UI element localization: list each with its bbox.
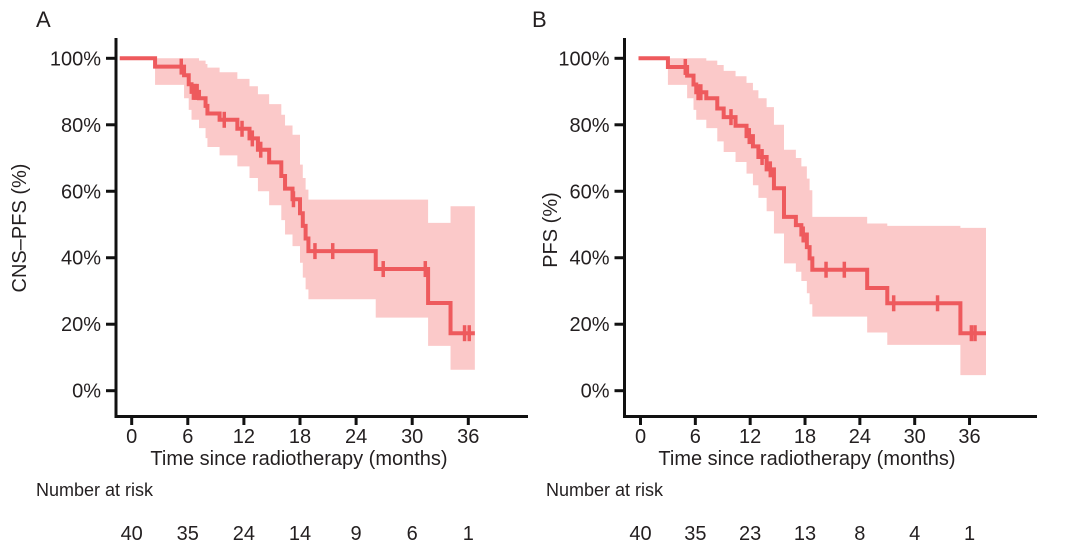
y-tick-label-A-40: 40% bbox=[61, 248, 101, 270]
y-tick-label-B-80: 80% bbox=[569, 115, 609, 137]
x-tick-label-A-18: 18 bbox=[289, 426, 311, 448]
panel-b-y-axis-title: PFS (%) bbox=[540, 192, 562, 268]
x-tick-label-B-24: 24 bbox=[849, 426, 871, 448]
x-tick-label-A-24: 24 bbox=[345, 426, 367, 448]
y-tick-label-A-20: 20% bbox=[61, 314, 101, 336]
y-tick-label-A-80: 80% bbox=[61, 115, 101, 137]
panel-a-y-axis-title: CNS–PFS (%) bbox=[9, 163, 31, 293]
y-tick-label-B-60: 60% bbox=[569, 181, 609, 203]
panel-a-x-axis-title: Time since radiotherapy (months) bbox=[150, 448, 448, 470]
y-tick-label-B-100: 100% bbox=[558, 48, 609, 70]
risk-count-A-24: 9 bbox=[351, 523, 362, 545]
x-tick-label-B-12: 12 bbox=[739, 426, 761, 448]
panel-b-number-at-risk-label: Number at risk bbox=[546, 480, 664, 500]
risk-count-B-6: 35 bbox=[684, 523, 706, 545]
risk-count-B-36: 1 bbox=[964, 523, 975, 545]
x-tick-label-A-6: 6 bbox=[182, 426, 193, 448]
x-tick-label-A-36: 36 bbox=[457, 426, 479, 448]
km-curve-panel-A bbox=[119, 56, 475, 336]
risk-count-A-36: 1 bbox=[463, 523, 474, 545]
risk-count-A-6: 35 bbox=[177, 523, 199, 545]
x-tick-label-B-6: 6 bbox=[690, 426, 701, 448]
y-tick-label-A-0: 0% bbox=[72, 381, 101, 403]
y-tick-label-A-100: 100% bbox=[50, 48, 101, 70]
risk-count-A-18: 14 bbox=[289, 523, 311, 545]
panel-b-letter: B bbox=[532, 7, 547, 32]
risk-count-B-12: 23 bbox=[739, 523, 761, 545]
x-tick-label-A-12: 12 bbox=[233, 426, 255, 448]
x-tick-label-A-0: 0 bbox=[126, 426, 137, 448]
risk-count-B-24: 8 bbox=[854, 523, 865, 545]
risk-count-A-30: 6 bbox=[407, 523, 418, 545]
y-tick-label-B-40: 40% bbox=[569, 248, 609, 270]
panel-b-x-axis-title: Time since radiotherapy (months) bbox=[658, 448, 956, 470]
panel-a-number-at-risk-label: Number at risk bbox=[36, 480, 154, 500]
x-tick-label-A-30: 30 bbox=[401, 426, 423, 448]
x-tick-label-B-30: 30 bbox=[904, 426, 926, 448]
risk-count-B-18: 13 bbox=[794, 523, 816, 545]
x-tick-label-B-18: 18 bbox=[794, 426, 816, 448]
y-tick-label-B-20: 20% bbox=[569, 314, 609, 336]
risk-count-A-12: 24 bbox=[233, 523, 255, 545]
ci-band-panel-A bbox=[155, 58, 475, 370]
risk-count-B-0: 40 bbox=[629, 523, 651, 545]
y-tick-label-A-60: 60% bbox=[61, 181, 101, 203]
risk-count-B-30: 4 bbox=[909, 523, 920, 545]
x-tick-label-B-36: 36 bbox=[958, 426, 980, 448]
panel-a-letter: A bbox=[36, 7, 51, 32]
x-tick-label-B-0: 0 bbox=[635, 426, 646, 448]
y-tick-label-B-0: 0% bbox=[581, 381, 610, 403]
risk-count-A-0: 40 bbox=[121, 523, 143, 545]
